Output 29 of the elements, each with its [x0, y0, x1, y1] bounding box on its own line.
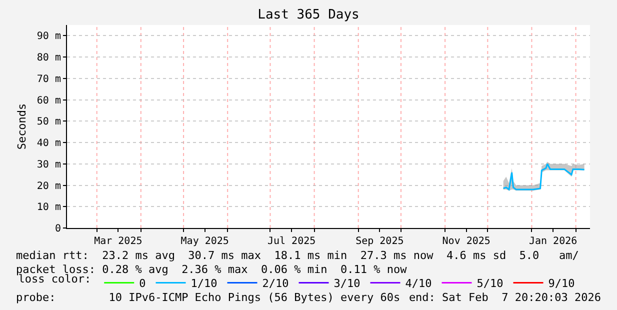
text: end: Sat Feb 7 20:20:03 2026	[408, 291, 601, 304]
y-tick-label: 0	[54, 224, 61, 234]
legend-label: 9/10	[548, 277, 575, 290]
y-tick-label: 90 m	[36, 31, 61, 42]
legend-label: 3/10	[334, 277, 360, 290]
chart-title: Last 365 Days	[258, 8, 360, 22]
text: probe: 10 IPv6-ICMP Echo Pings (56 Bytes) every 60s	[16, 291, 400, 304]
y-tick-label: 30 m	[36, 159, 61, 170]
legend-label: 5/10	[476, 277, 504, 290]
legend-label: 1/10	[190, 277, 218, 290]
y-tick-label: 20 m	[36, 180, 61, 192]
y-tick-label: 70 m	[36, 74, 61, 85]
x-tick-label: Jul 2025	[267, 236, 316, 247]
x-tick-label: Jan 2026	[528, 236, 578, 247]
y-tick-label: 50 m	[36, 116, 61, 128]
y-axis-title: Seconds	[16, 103, 29, 150]
x-tick-label: Sep 2025	[356, 236, 404, 247]
legend-label: 4/10	[405, 277, 432, 290]
y-tick-label: 80 m	[36, 52, 61, 64]
x-tick-label: Nov 2025	[442, 236, 490, 247]
legend-label: 2/10	[262, 277, 289, 290]
x-tick-label: Mar 2025	[94, 236, 142, 247]
y-tick-label: 40 m	[36, 138, 61, 150]
legend-title: loss color:	[18, 272, 92, 286]
y-tick-label: 10 m	[36, 202, 61, 214]
x-tick-label: May 2025	[180, 236, 229, 247]
y-tick-label: 60 m	[36, 95, 61, 106]
text: median rtt: 23.2 ms avg 30.7 ms max 18.1 ms min 27.3 ms now 4.6 ms sd 5.0 am/	[16, 249, 579, 262]
legend-label: 0	[139, 277, 146, 290]
